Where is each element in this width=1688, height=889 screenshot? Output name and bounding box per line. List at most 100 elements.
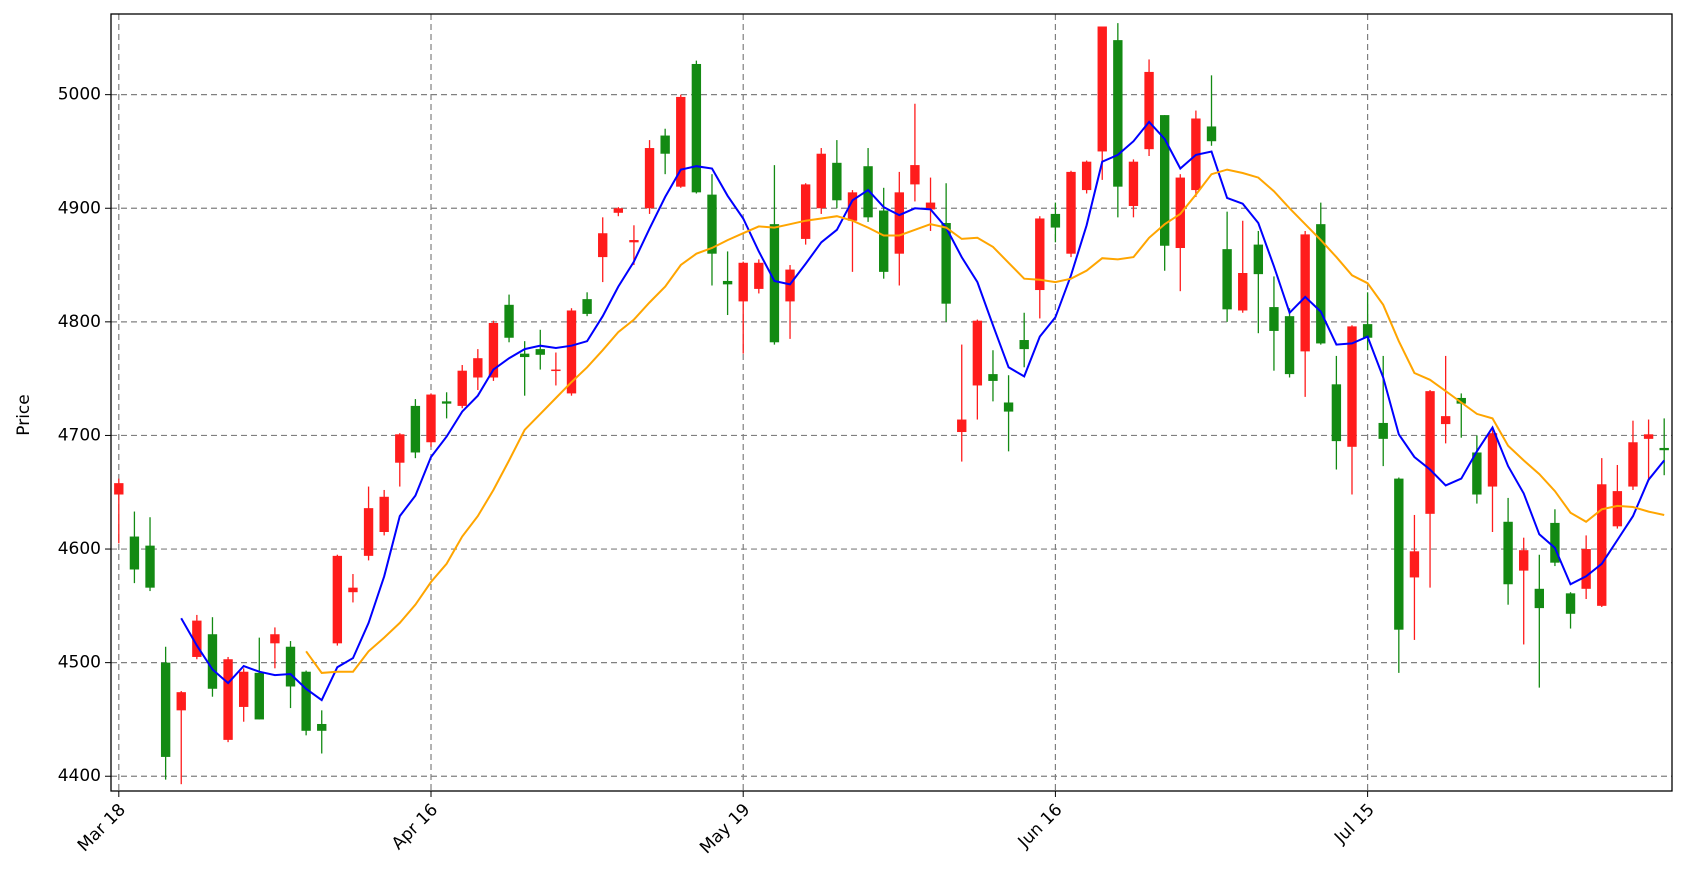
moving-average-line <box>180 120 1665 702</box>
candle-body <box>1253 244 1264 275</box>
candle-body <box>1581 549 1591 589</box>
candle-body <box>1050 213 1061 228</box>
candle-body <box>598 233 608 258</box>
y-tick-label: 4400 <box>58 766 101 786</box>
candle-body <box>660 135 670 154</box>
candle-body <box>613 208 624 213</box>
x-tick-label: Apr 16 <box>388 800 442 854</box>
moving-average-line <box>305 168 1665 674</box>
candle-body <box>441 401 452 404</box>
candle-body <box>1628 442 1638 487</box>
candle-body <box>988 374 998 381</box>
candle-body <box>832 162 842 201</box>
candle-body <box>941 223 951 304</box>
candle-body <box>207 634 218 689</box>
y-tick-label: 5000 <box>58 85 101 105</box>
candle-body <box>1097 26 1107 152</box>
candle-body <box>176 692 186 711</box>
candle-body <box>629 240 639 243</box>
candle-body <box>1472 452 1482 495</box>
x-tick-label: May 19 <box>696 800 754 858</box>
candle-body <box>582 299 592 314</box>
candle-body <box>722 280 733 285</box>
candle-body <box>816 153 826 209</box>
candle-body <box>285 646 296 687</box>
candle-body <box>691 63 702 193</box>
candle-body <box>1113 40 1123 187</box>
candle-body <box>879 210 889 272</box>
candle-body <box>1503 521 1513 585</box>
candle-body <box>1597 484 1607 606</box>
candle-body <box>1394 478 1404 630</box>
x-tick-label: Jun 16 <box>1014 800 1067 853</box>
candle-body <box>426 394 436 443</box>
candle-body <box>1331 384 1342 442</box>
candle-body <box>1035 218 1045 291</box>
candle-body <box>410 405 421 453</box>
candle-body <box>1534 588 1544 609</box>
y-tick-label: 4900 <box>58 198 101 218</box>
candle-body <box>535 349 545 355</box>
candle-body <box>785 269 795 302</box>
candle-body <box>707 194 717 254</box>
candle-body <box>317 723 327 731</box>
candle-body <box>1019 340 1029 350</box>
candle-body <box>1144 71 1154 150</box>
candle-body <box>1565 593 1576 614</box>
candle-body <box>769 224 780 343</box>
candle-body <box>910 165 920 185</box>
candle-body <box>1362 324 1373 338</box>
candle-body <box>1128 161 1139 206</box>
candle-body <box>1550 522 1560 563</box>
candle-body <box>1003 402 1014 412</box>
candle-body <box>863 166 873 218</box>
candle-body <box>1206 126 1217 142</box>
candle-body <box>1081 161 1092 191</box>
candle-body <box>348 587 358 593</box>
candle-body <box>1425 391 1435 514</box>
candle-body <box>114 483 124 495</box>
candle-body <box>160 662 171 757</box>
y-axis-label: Price <box>14 394 34 435</box>
candle-body <box>223 659 233 740</box>
candle-body <box>519 353 530 358</box>
x-tick-label: Jul 15 <box>1330 800 1378 848</box>
candle-body <box>957 419 967 433</box>
candle-body <box>145 545 155 588</box>
candle-body <box>1378 422 1388 439</box>
candle-body <box>1222 249 1232 310</box>
candle-body <box>1612 491 1623 527</box>
candle-body <box>363 508 374 556</box>
candle-body <box>1487 433 1498 487</box>
candle-body <box>676 96 686 187</box>
candle-body <box>395 434 405 463</box>
candle-body <box>270 634 280 644</box>
candle-body <box>1347 326 1357 447</box>
candle-body <box>301 671 311 731</box>
candle-body <box>972 320 983 386</box>
candle-body <box>1456 397 1466 404</box>
candle-body <box>504 304 514 338</box>
x-tick-label: Mar 18 <box>74 800 130 856</box>
candle-body <box>488 322 499 378</box>
candle-body <box>254 672 264 720</box>
candle-body <box>894 192 904 254</box>
candle-body <box>1440 416 1451 425</box>
y-tick-label: 4600 <box>58 539 101 559</box>
candle-body <box>1316 224 1326 344</box>
candle-body <box>738 262 748 302</box>
candle-body <box>551 369 561 372</box>
candle-body <box>1066 171 1076 254</box>
candle-body <box>379 496 389 532</box>
candle-body <box>1519 550 1529 571</box>
y-tick-label: 4800 <box>58 312 101 332</box>
candle-body <box>1269 307 1279 331</box>
candle-body <box>847 192 858 221</box>
candle-body <box>800 184 811 239</box>
candle-body <box>1159 115 1170 246</box>
plot-frame <box>110 13 1673 792</box>
candle-body <box>1409 551 1420 578</box>
candle-body <box>1659 447 1669 451</box>
candle-body <box>1238 273 1248 311</box>
